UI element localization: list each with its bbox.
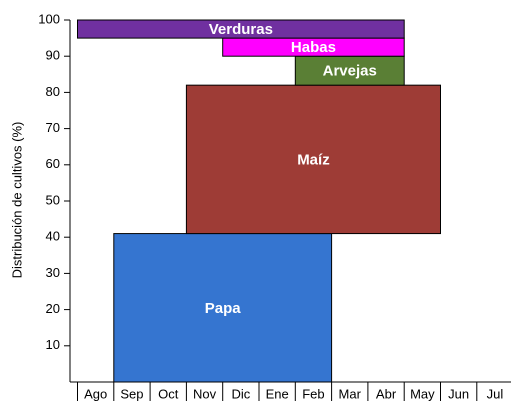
bar-label: Habas	[291, 39, 336, 56]
bar-label: Papa	[205, 300, 242, 317]
y-axis-label: Distribución de cultivos (%)	[9, 122, 24, 279]
y-tick-label: 20	[46, 301, 60, 316]
y-tick-label: 80	[46, 84, 60, 99]
y-tick-label: 70	[46, 120, 60, 135]
x-tick-label: Ene	[266, 386, 289, 401]
y-tick-label: 50	[46, 192, 60, 207]
x-tick-label: Jun	[448, 386, 469, 401]
x-tick-label: Sep	[120, 386, 143, 401]
y-tick-label: 90	[46, 48, 60, 63]
x-tick-label: Jul	[487, 386, 504, 401]
x-tick-label: Nov	[193, 386, 217, 401]
y-tick-label: 60	[46, 156, 60, 171]
x-tick-label: Feb	[302, 386, 324, 401]
bar-label: Maíz	[297, 151, 330, 168]
x-tick-label: Abr	[376, 386, 397, 401]
range-bar	[113, 233, 333, 383]
x-tick-label: Ago	[84, 386, 107, 401]
x-tick-label: Dic	[231, 386, 250, 401]
x-tick-label: Oct	[158, 386, 179, 401]
range-bar	[185, 84, 441, 235]
x-tick-label: May	[410, 386, 435, 401]
y-tick-label: 100	[38, 11, 60, 26]
x-tick-label: Mar	[339, 386, 362, 401]
range-bar	[77, 19, 405, 39]
y-tick-label: 30	[46, 265, 60, 280]
y-tick-label: 10	[46, 337, 60, 352]
y-tick-label: 40	[46, 229, 60, 244]
bar-label: Arvejas	[323, 63, 377, 80]
bar-label: Verduras	[209, 21, 273, 38]
